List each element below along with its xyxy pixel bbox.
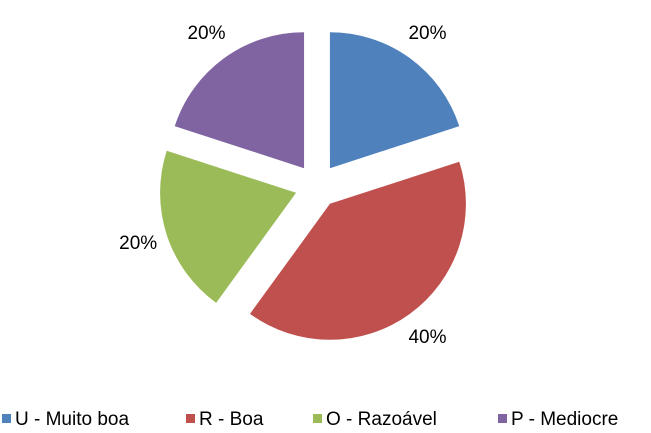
legend-label: O - Razoável xyxy=(326,409,437,430)
pie-slice xyxy=(174,32,305,169)
legend-swatch xyxy=(2,414,11,423)
legend-swatch xyxy=(186,414,195,423)
legend-label: U - Muito boa xyxy=(15,409,129,430)
pie-slice xyxy=(160,150,297,303)
legend-swatch xyxy=(498,414,507,423)
legend-label: R - Boa xyxy=(199,409,264,430)
data-label: 40% xyxy=(408,327,446,348)
legend-swatch xyxy=(313,414,322,423)
pie-slice xyxy=(329,32,460,169)
data-label: 20% xyxy=(119,233,157,254)
data-label: 20% xyxy=(187,23,225,44)
data-label: 20% xyxy=(408,23,446,44)
legend-label: P - Mediocre xyxy=(511,409,618,430)
pie-slice xyxy=(249,161,466,340)
